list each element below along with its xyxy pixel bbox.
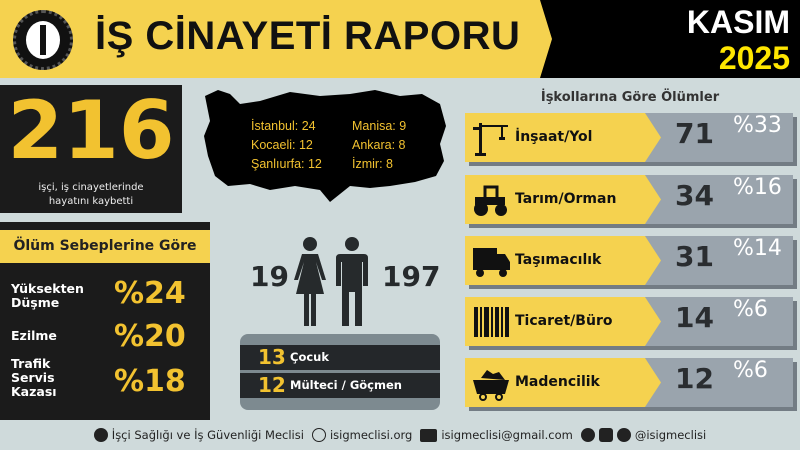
- city-stat: Şanlıurfa: 12: [251, 157, 322, 171]
- city-stat: Manisa: 9: [352, 119, 407, 133]
- sector-label: Taşımacılık: [515, 252, 602, 268]
- row-shadow: [469, 346, 797, 350]
- row-shadow: [793, 117, 797, 166]
- city-stat: Ankara: 8: [352, 138, 406, 152]
- total-caption: işçi, iş cinayetlerinde hayatını kaybetti: [0, 181, 182, 209]
- date-banner: [540, 0, 800, 78]
- special-group-row: 12 Mülteci / Göçmen: [240, 373, 440, 398]
- cause-label-line: Kazası: [11, 384, 57, 399]
- city-stat: İstanbul: 24: [251, 119, 316, 133]
- gender-figures: [294, 237, 368, 326]
- website-link[interactable]: isigmeclisi.org: [329, 428, 413, 442]
- row-shadow: [793, 362, 797, 411]
- cause-label-line: Servis: [11, 370, 55, 385]
- logo-icon: [93, 428, 108, 442]
- org-name: İşçi Sağlığı ve İş Güvenliği Meclisi: [111, 428, 304, 442]
- sector-count: 12: [675, 362, 714, 395]
- cause-label-line: Düşme: [11, 295, 60, 310]
- email-link[interactable]: isigmeclisi@gmail.com: [441, 428, 573, 442]
- footer-email[interactable]: isigmeclisi@gmail.com: [420, 428, 573, 442]
- causes-title: Ölüm Sebeplerine Göre: [0, 230, 210, 263]
- cause-label: Ezilme: [11, 329, 57, 343]
- female-icon: [294, 237, 326, 326]
- city-stat: İzmir: 8: [352, 157, 393, 171]
- x-icon[interactable]: [580, 428, 595, 442]
- sector-label: Ticaret/Büro: [515, 313, 613, 329]
- instagram-icon[interactable]: [598, 428, 613, 442]
- sector-label: İnşaat/Yol: [515, 129, 593, 145]
- special-group-row: 13 Çocuk: [240, 345, 440, 370]
- sector-percent: %6: [733, 358, 768, 383]
- row-shadow: [469, 162, 797, 166]
- male-count: 197: [382, 260, 441, 293]
- cause-percent: %18: [114, 364, 186, 399]
- mail-icon: [420, 428, 438, 442]
- cause-label: Trafik Servis Kazası: [11, 357, 57, 399]
- crane-icon: [473, 123, 508, 156]
- special-count: 12: [258, 373, 286, 397]
- row-shadow: [793, 301, 797, 350]
- cause-label-line: Yüksekten: [11, 281, 84, 296]
- footer-social[interactable]: @isigmeclisi: [580, 428, 707, 442]
- social-handle: @isigmeclisi: [634, 428, 707, 442]
- cause-label-line: Ezilme: [11, 328, 57, 343]
- facebook-icon[interactable]: [616, 428, 631, 442]
- logo: [13, 10, 73, 70]
- sector-row: Madencilik 12 %6: [465, 358, 797, 411]
- sector-label: Madencilik: [515, 374, 600, 390]
- sector-count: 71: [675, 117, 714, 150]
- row-shadow: [793, 240, 797, 289]
- sector-percent: %14: [733, 236, 782, 261]
- sector-row: Ticaret/Büro 14 %6: [465, 297, 797, 350]
- row-shadow: [793, 179, 797, 228]
- caption-line: hayatını kaybetti: [48, 196, 134, 207]
- sector-row: İnşaat/Yol 71 %33: [465, 113, 797, 166]
- cause-percent: %24: [114, 276, 186, 311]
- male-icon: [336, 237, 368, 326]
- cause-percent: %20: [114, 319, 186, 354]
- caption-line: işçi, iş cinayetlerinde: [38, 182, 144, 193]
- sector-row: Tarım/Orman 34 %16: [465, 175, 797, 228]
- sector-percent: %33: [733, 113, 782, 138]
- special-count: 13: [258, 345, 286, 369]
- turkey-map: [204, 90, 446, 202]
- report-month: KASIM: [686, 4, 790, 40]
- row-shadow: [469, 407, 797, 411]
- cause-label-line: Trafik: [11, 356, 51, 371]
- footer-org: İşçi Sağlığı ve İş Güvenliği Meclisi: [93, 428, 304, 442]
- truck-icon: [473, 248, 510, 277]
- globe-icon: [311, 428, 326, 442]
- sector-row: Taşımacılık 31 %14: [465, 236, 797, 289]
- sectors-title: İşkollarına Göre Ölümler: [540, 90, 720, 105]
- cause-label: Yüksekten Düşme: [11, 282, 84, 310]
- row-shadow: [469, 285, 797, 289]
- row-shadow: [469, 224, 797, 228]
- footer: İşçi Sağlığı ve İş Güvenliği Meclisi isi…: [0, 424, 800, 446]
- page-title: İŞ CİNAYETİ RAPORU: [95, 14, 521, 58]
- sector-count: 34: [675, 179, 714, 212]
- sector-count: 14: [675, 301, 714, 334]
- tractor-icon: [474, 185, 507, 216]
- sector-count: 31: [675, 240, 714, 273]
- special-label: Çocuk: [290, 350, 329, 364]
- label-area: [465, 113, 661, 162]
- female-count: 19: [250, 260, 289, 293]
- total-panel: [0, 85, 182, 213]
- sector-percent: %16: [733, 175, 782, 200]
- mine-cart-icon: [473, 370, 509, 401]
- total-count: 216: [7, 84, 175, 177]
- sector-percent: %6: [733, 297, 768, 322]
- sector-label: Tarım/Orman: [515, 191, 617, 207]
- report-year: 2025: [718, 40, 790, 76]
- city-stat: Kocaeli: 12: [251, 138, 313, 152]
- footer-website[interactable]: isigmeclisi.org: [311, 428, 413, 442]
- barcode-icon: [474, 307, 509, 337]
- special-label: Mülteci / Göçmen: [290, 378, 402, 392]
